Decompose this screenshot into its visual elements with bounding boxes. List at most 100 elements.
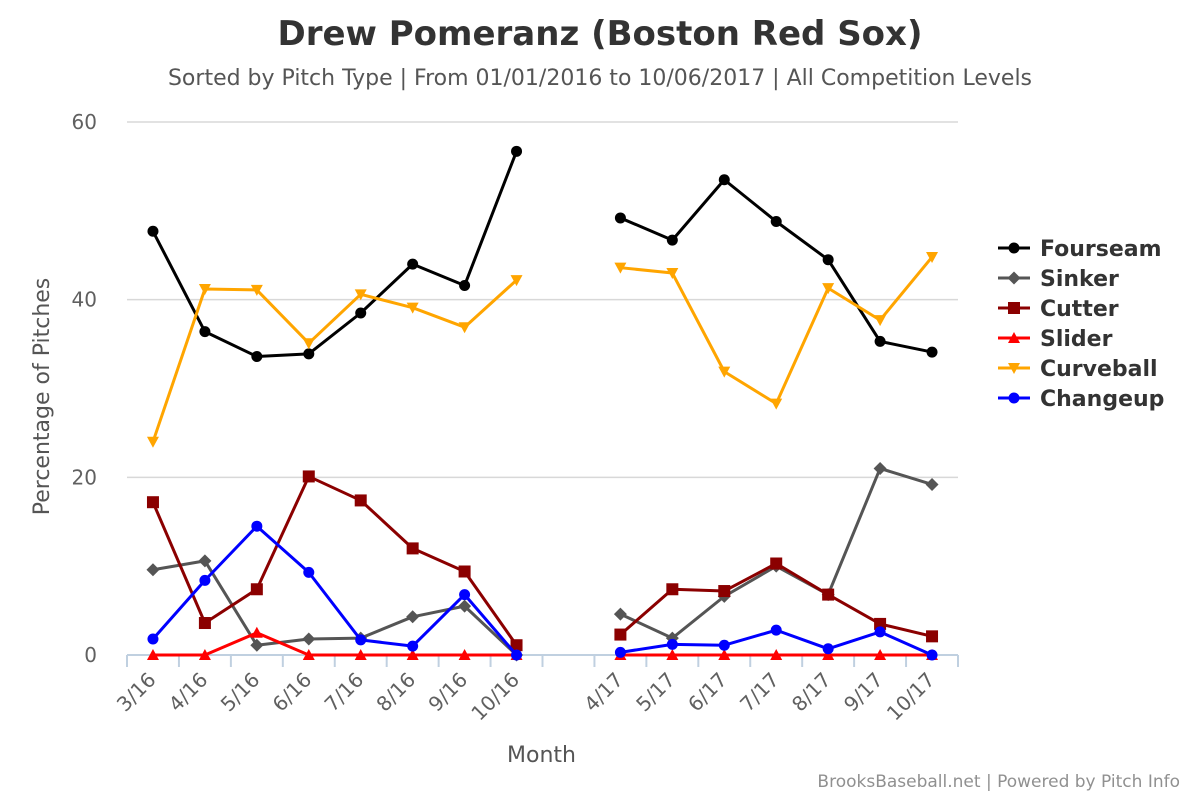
x-tick-label: 9/17 — [839, 668, 888, 717]
changeup-point — [666, 638, 678, 650]
fourseam-point — [874, 335, 886, 347]
fourseam-point — [407, 258, 419, 270]
legend-item-sinker[interactable]: Sinker — [998, 267, 1119, 292]
fourseam-point — [770, 215, 782, 227]
changeup-point — [614, 646, 626, 658]
legend-marker — [1007, 271, 1021, 285]
changeup-point — [770, 624, 782, 636]
changeup-point — [874, 626, 886, 638]
changeup-point — [147, 633, 159, 645]
cutter-line — [151, 474, 518, 647]
fourseam-point — [718, 174, 730, 186]
y-tick-label: 20 — [72, 465, 97, 489]
cutter-point — [718, 585, 731, 598]
curveball-point — [718, 366, 731, 378]
x-axis-title: Month — [507, 743, 576, 768]
slider-point — [146, 649, 159, 660]
curveball-point — [510, 275, 523, 287]
x-tick-label: 7/17 — [735, 668, 784, 717]
slider-point — [666, 649, 679, 660]
fourseam-point — [926, 346, 938, 358]
cutter-point — [666, 583, 679, 596]
x-tick-label: 5/17 — [631, 668, 680, 717]
x-tick-label: 8/16 — [371, 668, 420, 717]
changeup-point — [251, 520, 263, 532]
legend-label: Fourseam — [1040, 237, 1162, 262]
cutter-point — [614, 628, 627, 641]
fourseam-point — [251, 351, 263, 363]
y-tick-label: 40 — [72, 288, 97, 312]
changeup-point — [511, 649, 523, 661]
fourseam-point — [459, 279, 471, 291]
sinker-point — [302, 632, 316, 646]
slider-point — [718, 649, 731, 660]
curveball-point — [458, 322, 471, 334]
legend-marker — [1008, 363, 1020, 374]
cutter-point — [354, 494, 367, 507]
cutter-point — [874, 617, 887, 630]
sinker-point — [198, 554, 212, 568]
curveball-point — [666, 268, 679, 280]
cutter-point — [250, 583, 263, 596]
sinker-point — [925, 477, 939, 491]
changeup-point — [718, 639, 730, 651]
x-tick-label: 4/16 — [164, 668, 213, 717]
grid-lines — [127, 121, 958, 479]
series-sinker — [146, 461, 939, 662]
x-tick-label: 9/16 — [423, 668, 472, 717]
legend-label: Changeup — [1040, 387, 1164, 412]
cutter-point — [406, 542, 419, 555]
sinker-point — [613, 607, 627, 621]
y-tick-label: 0 — [84, 643, 97, 667]
slider-point — [302, 649, 315, 660]
fourseam-point — [147, 225, 159, 237]
curveball-point — [822, 283, 835, 295]
slider-point — [458, 649, 471, 660]
cutter-point — [146, 496, 159, 509]
sinker-point — [146, 563, 160, 577]
legend-marker — [1008, 302, 1020, 314]
curveball-point — [146, 436, 159, 448]
fourseam-point — [822, 254, 834, 266]
cutter-point — [510, 639, 523, 652]
fourseam-point — [614, 212, 626, 224]
curveball-point — [770, 398, 783, 410]
x-tick-label: 8/17 — [787, 668, 836, 717]
changeup-line — [151, 524, 518, 656]
curveball-point — [354, 289, 367, 301]
x-tick-label: 6/16 — [268, 668, 317, 717]
legend-label: Slider — [1040, 327, 1113, 352]
curveball-point — [926, 252, 939, 264]
fourseam-point — [511, 145, 523, 157]
legend-item-cutter[interactable]: Cutter — [998, 297, 1119, 322]
sinker-point — [458, 599, 472, 613]
legend-item-slider[interactable]: Slider — [998, 327, 1113, 352]
sinker-point — [873, 461, 887, 475]
legend-item-changeup[interactable]: Changeup — [998, 387, 1164, 412]
cutter-point — [198, 617, 211, 630]
curveball-point — [250, 284, 263, 296]
legend: Fourseam Sinker Cutter Slider Curveball Chang… — [998, 237, 1164, 412]
cutter-point — [926, 630, 939, 643]
legend-label: Curveball — [1040, 357, 1158, 382]
slider-line — [152, 631, 517, 657]
y-axis-title: Percentage of Pitches — [30, 278, 55, 516]
cutter-point — [302, 470, 315, 483]
credits[interactable]: BrooksBaseball.net | Powered by Pitch In… — [817, 772, 1180, 792]
slider-point — [822, 649, 835, 660]
changeup-point — [459, 589, 471, 601]
fourseam-line — [151, 150, 518, 359]
slider-point — [198, 649, 211, 660]
sinker-line — [619, 466, 933, 640]
slider-point — [250, 626, 263, 638]
y-tick-label: 60 — [72, 110, 97, 134]
legend-marker — [1008, 242, 1020, 254]
sinker-point — [250, 638, 264, 652]
slider-point — [406, 649, 419, 660]
fourseam-point — [355, 307, 367, 319]
series-curveball — [146, 252, 939, 448]
legend-item-curveball[interactable]: Curveball — [998, 357, 1158, 382]
curveball-line — [620, 256, 934, 406]
legend-item-fourseam[interactable]: Fourseam — [998, 237, 1162, 262]
